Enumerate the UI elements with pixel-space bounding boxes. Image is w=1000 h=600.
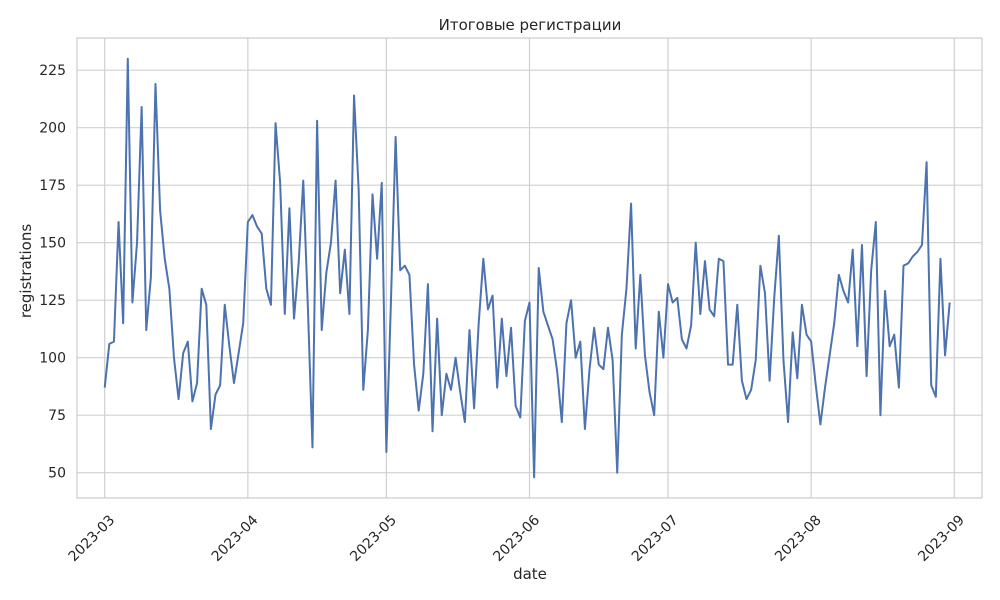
- y-tick-label: 125: [39, 293, 66, 309]
- y-tick-label: 100: [39, 351, 66, 367]
- chart-title: Итоговые регистрации: [439, 16, 622, 34]
- y-tick-label: 150: [39, 236, 66, 252]
- y-tick-label: 50: [48, 466, 66, 482]
- y-tick-label: 175: [39, 178, 66, 194]
- y-tick-label: 75: [48, 408, 66, 424]
- x-gridlines: [104, 38, 955, 498]
- y-gridlines: [77, 69, 982, 474]
- series-line-registrations: [103, 57, 951, 479]
- plot-frame: [76, 37, 983, 499]
- y-axis-label: registrations: [17, 224, 35, 319]
- y-tick-labels: 50 75 100 125 150 175 200 225: [39, 63, 66, 482]
- x-axis-label: date: [513, 565, 547, 583]
- y-tick-label: 200: [39, 121, 66, 137]
- y-tick-label: 225: [39, 63, 66, 79]
